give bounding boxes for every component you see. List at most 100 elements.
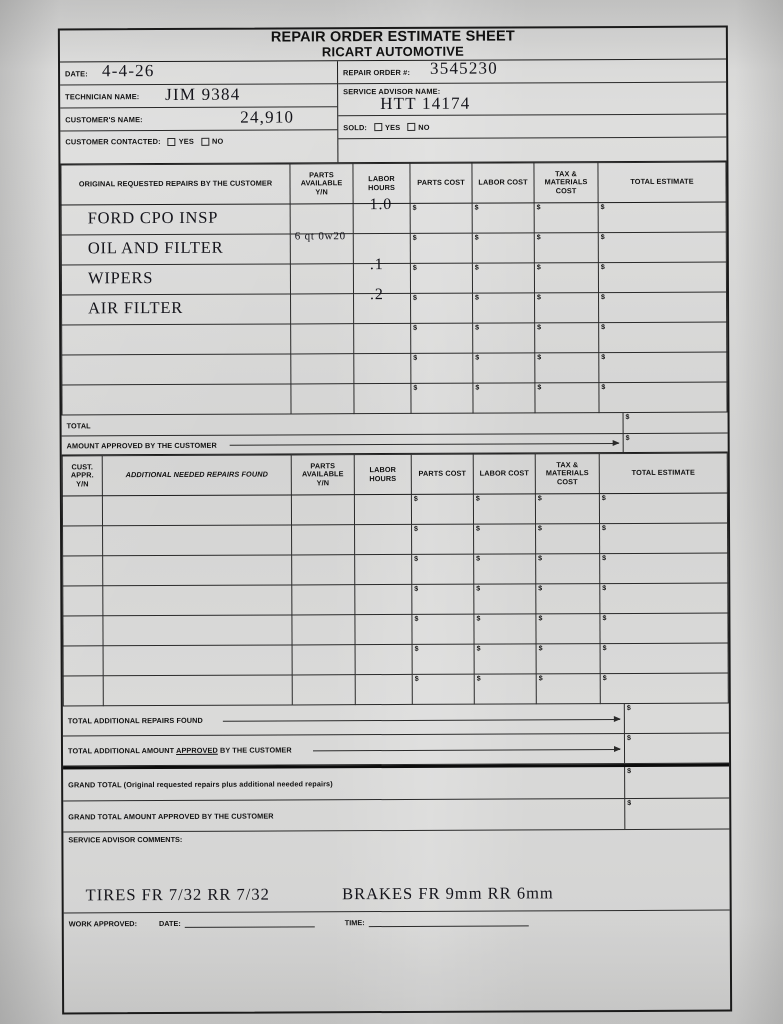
grand-total-cell[interactable]: $	[624, 766, 730, 799]
cell-tax-materials[interactable]: $	[534, 322, 599, 353]
checkbox-sold-yes[interactable]	[374, 123, 383, 132]
cell-parts-available[interactable]	[291, 584, 355, 615]
cell-parts-available[interactable]	[290, 263, 354, 294]
checkbox-contacted-no[interactable]	[200, 137, 209, 146]
cell-labor-cost[interactable]: $	[472, 382, 536, 414]
cell-labor-cost[interactable]: $	[474, 673, 537, 705]
cell-total-estimate[interactable]: $	[600, 673, 729, 704]
cell-parts-cost[interactable]: $	[411, 584, 474, 615]
cell-parts-cost[interactable]: $	[410, 353, 473, 384]
checkbox-contacted-yes[interactable]	[167, 137, 176, 146]
cell-cust-appr[interactable]	[62, 525, 103, 556]
cell-tax-materials[interactable]: $	[535, 553, 600, 584]
cell-cust-appr[interactable]	[62, 615, 104, 646]
cell-tax-materials[interactable]: $	[534, 262, 599, 293]
cell-total-estimate[interactable]: $	[598, 262, 727, 293]
field-technician-name[interactable]: TECHNICIAN NAME: JIM 9384	[60, 84, 338, 109]
cell-total-estimate[interactable]: $	[598, 382, 728, 413]
cell-parts-cost[interactable]: $	[412, 674, 475, 705]
cell-parts-available[interactable]	[290, 293, 354, 324]
service-advisor-comments-box[interactable]: SERVICE ADVISOR COMMENTS: TIRES FR 7/32 …	[63, 830, 729, 913]
cell-parts-available[interactable]	[291, 524, 355, 555]
cell-parts-cost[interactable]: $	[410, 383, 474, 414]
cell-parts-cost[interactable]: $	[411, 524, 474, 555]
cell-labor-cost[interactable]: $	[472, 322, 535, 354]
cell-labor-cost[interactable]: $	[472, 202, 535, 234]
cell-labor-cost[interactable]: $	[473, 553, 536, 585]
cell-labor-hours[interactable]	[353, 323, 411, 354]
total-additional-cell[interactable]: $	[623, 703, 729, 734]
cell-tax-materials[interactable]: $	[534, 202, 599, 233]
cell-repair-description[interactable]	[102, 614, 293, 646]
cell-parts-available[interactable]	[290, 323, 354, 354]
cell-tax-materials[interactable]: $	[534, 382, 600, 413]
cell-labor-cost[interactable]: $	[472, 262, 535, 294]
cell-total-estimate[interactable]: $	[600, 643, 729, 674]
cell-labor-cost[interactable]: $	[472, 292, 535, 324]
cell-parts-cost[interactable]: $	[410, 323, 473, 354]
cell-repair-description[interactable]	[102, 554, 292, 586]
cell-repair-description[interactable]	[102, 584, 292, 616]
cell-total-estimate[interactable]: $	[599, 553, 728, 584]
cell-parts-cost[interactable]: $	[410, 233, 473, 264]
cell-cust-appr[interactable]	[63, 675, 104, 706]
field-repair-order-number[interactable]: REPAIR ORDER #: 3545230	[337, 59, 727, 85]
cell-tax-materials[interactable]: $	[535, 613, 601, 644]
cell-tax-materials[interactable]: $	[534, 232, 599, 263]
cell-cust-appr[interactable]	[62, 585, 103, 616]
cell-tax-materials[interactable]: $	[535, 583, 600, 614]
cell-labor-hours[interactable]	[354, 524, 412, 555]
cell-parts-cost[interactable]: $	[411, 554, 474, 585]
cell-labor-cost[interactable]: $	[472, 352, 535, 384]
cell-repair-description[interactable]	[103, 674, 293, 706]
grand-total-approved-cell[interactable]: $	[624, 798, 730, 830]
cell-parts-cost[interactable]: $	[410, 263, 473, 294]
cell-total-estimate[interactable]: $	[598, 292, 727, 323]
cell-parts-available[interactable]	[291, 494, 355, 525]
cell-parts-cost[interactable]: $	[411, 494, 474, 525]
amount-approved-cell[interactable]: $	[622, 433, 728, 453]
cell-total-estimate[interactable]: $	[599, 613, 729, 644]
cell-tax-materials[interactable]: $	[535, 493, 600, 524]
cell-total-estimate[interactable]: $	[598, 232, 727, 263]
cell-labor-cost[interactable]: $	[474, 643, 537, 675]
footer-time-input[interactable]	[368, 916, 529, 928]
cell-total-estimate[interactable]: $	[599, 493, 728, 524]
field-customer-name[interactable]: CUSTOMER'S NAME: 24,910	[60, 107, 338, 132]
cell-total-estimate[interactable]: $	[599, 523, 728, 554]
cell-parts-cost[interactable]: $	[410, 293, 473, 324]
cell-parts-available[interactable]: 6 qt 0w20	[290, 230, 354, 264]
field-service-advisor[interactable]: SERVICE ADVISOR NAME: HTT 14174	[338, 82, 727, 117]
cell-repair-description[interactable]: FORD CPO INSP	[61, 203, 291, 235]
checkbox-sold-no[interactable]	[407, 122, 416, 131]
total-additional-approved-cell[interactable]: $	[623, 733, 730, 764]
cell-total-estimate[interactable]: $	[599, 583, 728, 614]
cell-parts-available[interactable]	[292, 644, 356, 675]
cell-cust-appr[interactable]	[63, 645, 104, 676]
cell-cust-appr[interactable]	[62, 555, 103, 586]
cell-labor-cost[interactable]: $	[473, 583, 536, 615]
cell-parts-cost[interactable]: $	[411, 614, 475, 645]
field-date[interactable]: DATE: 4-4-26	[60, 61, 338, 86]
total-amount-cell[interactable]: $	[622, 412, 728, 434]
cell-parts-available[interactable]	[291, 614, 356, 645]
cell-tax-materials[interactable]: $	[534, 352, 599, 383]
cell-total-estimate[interactable]: $	[598, 352, 727, 383]
cell-labor-hours[interactable]: 1.0	[353, 196, 411, 234]
cell-total-estimate[interactable]: $	[598, 202, 727, 233]
cell-tax-materials[interactable]: $	[535, 523, 600, 554]
cell-tax-materials[interactable]: $	[534, 292, 599, 323]
cell-labor-hours[interactable]: .2	[353, 286, 411, 324]
cell-labor-hours[interactable]	[354, 494, 412, 525]
cell-repair-description[interactable]	[102, 524, 292, 556]
cell-labor-cost[interactable]: $	[473, 493, 536, 525]
cell-tax-materials[interactable]: $	[536, 643, 601, 674]
cell-parts-available[interactable]	[290, 383, 355, 414]
cell-parts-available[interactable]	[291, 554, 355, 585]
cell-labor-hours[interactable]	[354, 584, 412, 615]
cell-repair-description[interactable]	[102, 494, 292, 526]
footer-date-input[interactable]	[184, 917, 315, 928]
cell-repair-description[interactable]	[103, 644, 293, 676]
cell-repair-description[interactable]: WIPERS	[61, 263, 291, 295]
field-sold[interactable]: SOLD: YES NO	[338, 114, 727, 140]
